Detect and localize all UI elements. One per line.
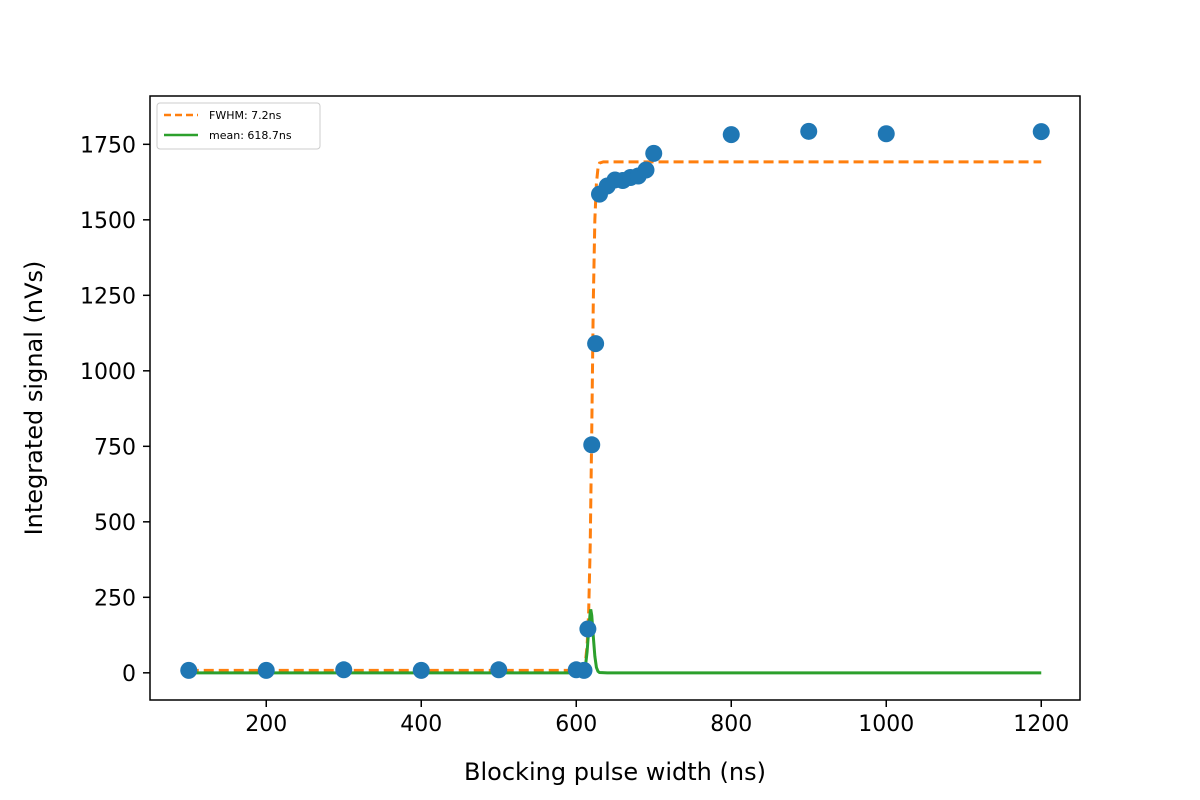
x-tick-label: 600 xyxy=(555,712,597,737)
data-point xyxy=(180,661,198,679)
axes-frame xyxy=(149,95,1081,701)
plot-area: 200 400 600 800 1000 1200 0 250 500 750 1000 1250 1… xyxy=(80,95,1081,737)
series-layer xyxy=(180,122,1050,679)
data-point xyxy=(800,122,818,140)
data-point xyxy=(412,661,430,679)
x-tick-label: 200 xyxy=(245,712,287,737)
legend: FWHM: 7.2ns mean: 618.7ns xyxy=(156,102,321,150)
legend-mean-label: mean: 618.7ns xyxy=(209,129,292,142)
data-point xyxy=(722,126,740,144)
data-point xyxy=(587,335,605,353)
data-point xyxy=(637,161,655,179)
data-point xyxy=(645,144,663,162)
x-axis-label: Blocking pulse width (ns) xyxy=(464,758,766,786)
x-tick-label: 1000 xyxy=(858,712,914,737)
y-axis: 0 250 500 750 1000 1250 1500 1750 xyxy=(80,133,150,687)
mean-gaussian-line xyxy=(188,609,1042,675)
y-tick-label: 0 xyxy=(122,662,136,687)
y-tick-label: 1750 xyxy=(80,133,136,158)
fwhm-fit-line xyxy=(188,160,1042,672)
data-point xyxy=(335,661,353,679)
x-tick-label: 1200 xyxy=(1013,712,1069,737)
data-point xyxy=(1032,123,1050,141)
data-point xyxy=(579,620,597,638)
y-tick-label: 750 xyxy=(94,435,136,460)
x-tick-label: 400 xyxy=(400,712,442,737)
y-tick-label: 1250 xyxy=(80,284,136,309)
y-axis-label: Integrated signal (nVs) xyxy=(20,261,48,536)
y-tick-label: 1000 xyxy=(80,360,136,385)
data-point xyxy=(877,125,895,143)
legend-fwhm-label: FWHM: 7.2ns xyxy=(209,109,282,122)
y-tick-label: 250 xyxy=(94,586,136,611)
x-axis: 200 400 600 800 1000 1200 xyxy=(245,700,1069,737)
x-tick-label: 800 xyxy=(710,712,752,737)
data-point xyxy=(490,661,508,679)
data-point xyxy=(257,661,275,679)
data-point xyxy=(575,661,593,679)
data-point xyxy=(583,436,601,454)
y-tick-label: 500 xyxy=(94,511,136,536)
y-tick-label: 1500 xyxy=(80,209,136,234)
